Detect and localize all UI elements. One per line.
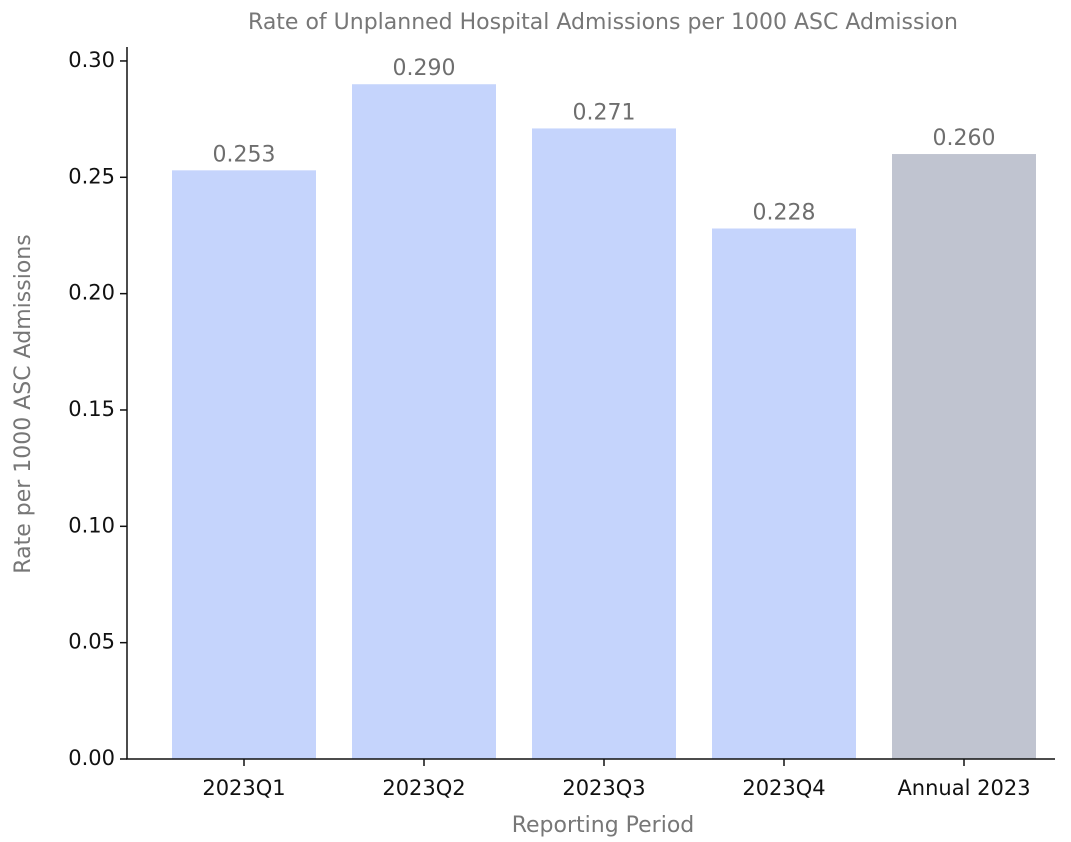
x-tick-label: Annual 2023 [897, 776, 1030, 800]
value-label: 0.290 [393, 56, 456, 81]
x-axis-label: Reporting Period [512, 813, 695, 838]
value-label: 0.271 [573, 100, 636, 125]
y-tick-label: 0.25 [68, 164, 115, 188]
value-label: 0.260 [933, 126, 996, 151]
chart-title: Rate of Unplanned Hospital Admissions pe… [248, 10, 958, 35]
y-tick-label: 0.30 [68, 48, 115, 72]
bar [172, 170, 316, 760]
bar [892, 154, 1036, 759]
value-label: 0.253 [213, 142, 276, 167]
y-tick-label: 0.20 [68, 281, 115, 305]
x-tick-label: 2023Q4 [742, 776, 825, 800]
bar [712, 228, 856, 760]
y-tick-label: 0.05 [68, 630, 115, 654]
x-tick-label: 2023Q2 [382, 776, 465, 800]
y-tick-label: 0.15 [68, 397, 115, 421]
axis [126, 47, 1055, 760]
x-tick-label: 2023Q3 [562, 776, 645, 800]
bar [352, 84, 496, 759]
y-axis-label: Rate per 1000 ASC Admissions [11, 234, 36, 573]
value-label: 0.228 [753, 200, 816, 225]
x-tick-label: 2023Q1 [202, 776, 285, 800]
y-tick-label: 0.10 [68, 513, 115, 537]
y-tick-label: 0.00 [68, 746, 115, 770]
bar [532, 128, 676, 759]
